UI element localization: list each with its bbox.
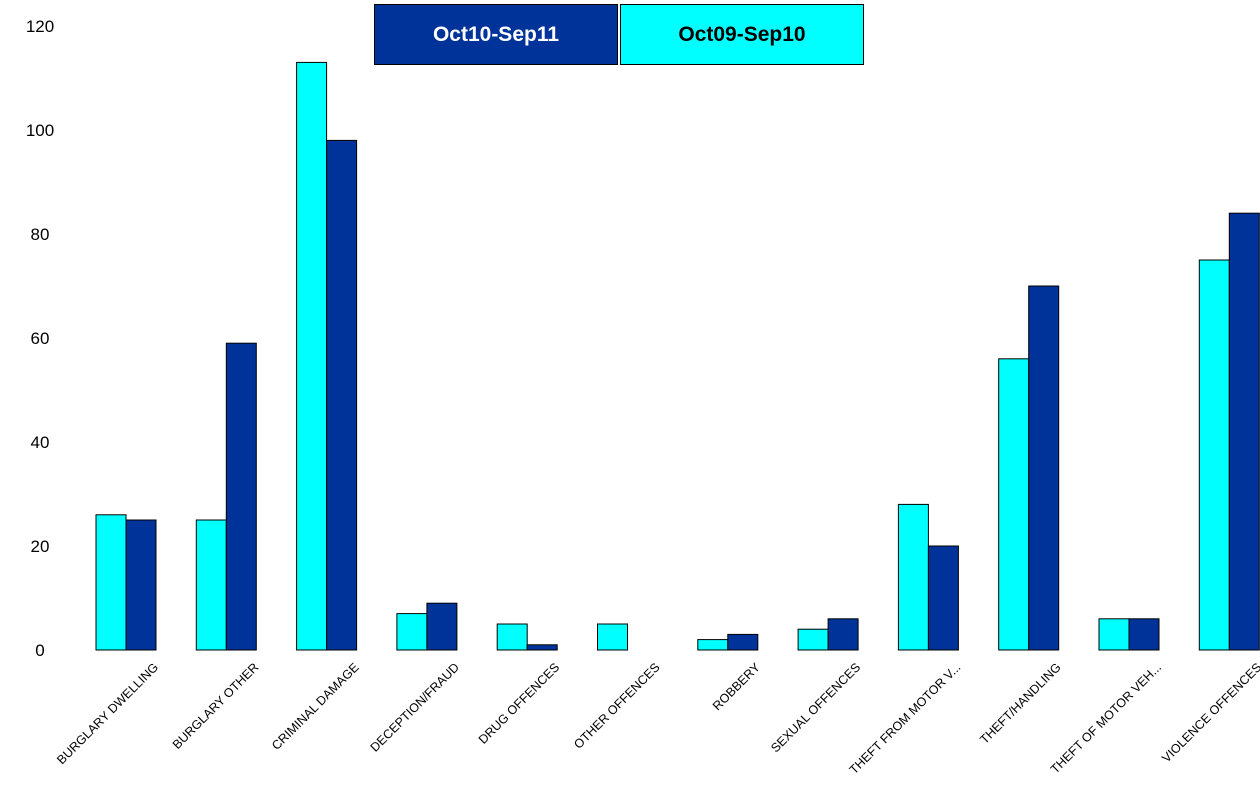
bars: [95, 61, 1260, 651]
bar-oct10-sep11: [326, 139, 358, 651]
bar-oct10-sep11: [1128, 618, 1160, 651]
x-tick-label: ROBBERY: [710, 660, 763, 713]
legend-item-oct09-sep10: Oct09-Sep10: [620, 4, 864, 65]
y-tick-label: 60: [31, 329, 50, 348]
bar-oct10-sep11: [225, 342, 257, 651]
y-tick-label: 80: [31, 225, 50, 244]
x-tick-label: BURGLARY DWELLING: [54, 660, 161, 767]
bar-oct09-sep10: [296, 61, 328, 651]
y-tick-label: 120: [26, 17, 54, 36]
y-tick-label: 40: [31, 433, 50, 452]
x-tick-label: DRUG OFFENCES: [476, 660, 563, 747]
bar-oct09-sep10: [1198, 259, 1230, 651]
bar-oct09-sep10: [797, 628, 829, 651]
y-tick-label: 100: [26, 121, 54, 140]
x-tick-label: THEFT/HANDLING: [977, 660, 1064, 747]
bar-oct09-sep10: [697, 639, 729, 651]
x-tick-label: OTHER OFFENCES: [571, 660, 662, 751]
x-tick-label: THEFT FROM MOTOR V...: [847, 660, 964, 777]
bar-oct10-sep11: [426, 602, 458, 651]
x-tick-label: CRIMINAL DAMAGE: [269, 660, 362, 753]
x-tick-label: DECEPTION/FRAUD: [368, 660, 462, 754]
bar-oct09-sep10: [998, 358, 1030, 651]
bar-oct09-sep10: [1098, 618, 1130, 651]
x-tick-label: BURGLARY OTHER: [170, 660, 262, 752]
y-axis: 0 20 40 60 80 100 120: [26, 17, 54, 660]
x-tick-label: VIOLENCE OFFENCES: [1159, 660, 1260, 765]
bar-oct10-sep11: [727, 633, 759, 651]
y-tick-label: 20: [31, 537, 50, 556]
x-axis-labels: BURGLARY DWELLING BURGLARY OTHER CRIMINAL …: [54, 660, 1260, 777]
x-tick-label: SEXUAL OFFENCES: [768, 660, 863, 755]
legend-item-oct10-sep11: Oct10-Sep11: [374, 4, 618, 65]
bar-oct09-sep10: [195, 519, 227, 651]
bar-oct10-sep11: [125, 519, 157, 651]
bar-oct10-sep11: [927, 545, 959, 651]
bar-oct10-sep11: [1028, 285, 1060, 651]
bar-oct09-sep10: [95, 514, 127, 651]
bar-oct09-sep10: [496, 623, 528, 651]
bar-oct09-sep10: [396, 613, 428, 651]
bar-oct09-sep10: [597, 623, 628, 651]
bar-oct10-sep11: [526, 644, 558, 651]
bar-oct10-sep11: [1228, 212, 1260, 651]
bar-oct09-sep10: [897, 503, 929, 651]
y-tick-label: 0: [35, 641, 44, 660]
x-tick-label: THEFT OF MOTOR VEH...: [1048, 660, 1164, 776]
legend: Oct10-Sep11 Oct09-Sep10: [374, 4, 864, 65]
bar-oct10-sep11: [827, 618, 859, 651]
